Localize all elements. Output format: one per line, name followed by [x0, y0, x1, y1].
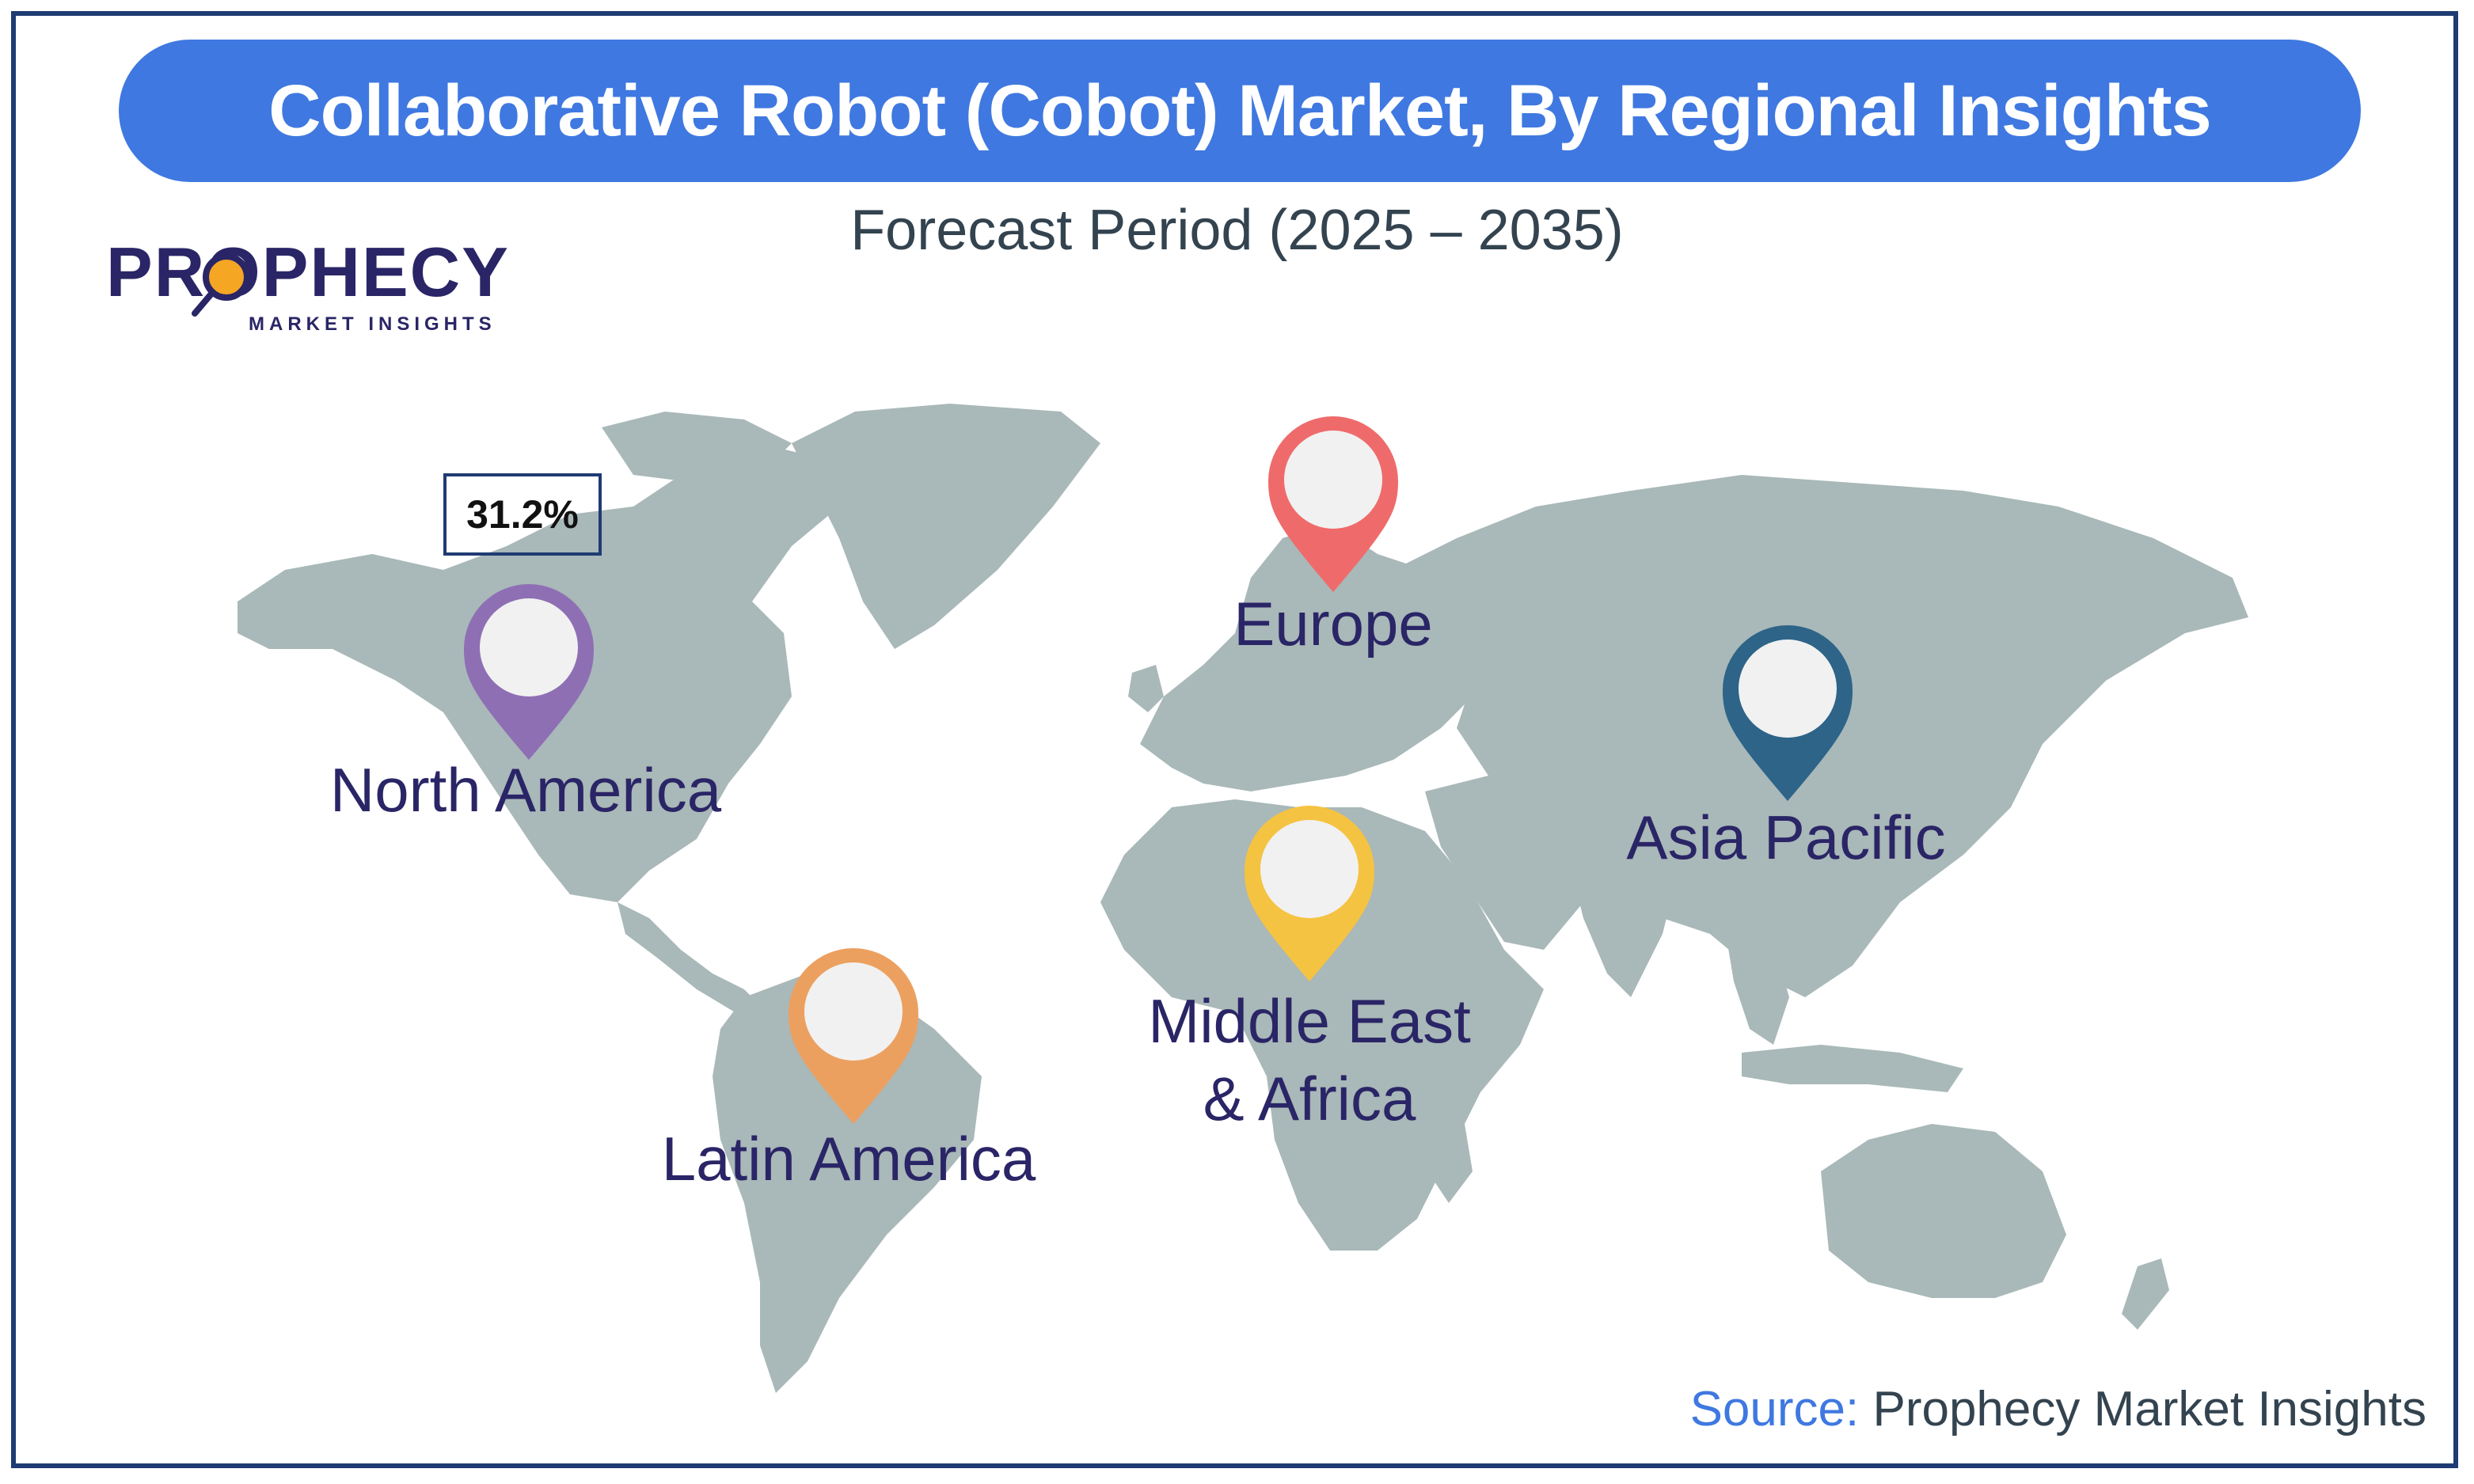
region-label-europe: Europe [1233, 589, 1433, 659]
land-europe [1140, 522, 1488, 791]
land-arctic-islands [602, 412, 792, 483]
pin-north-america [464, 584, 594, 760]
source-credit: Source: Prophecy Market Insights [1690, 1381, 2426, 1437]
title-bar: Collaborative Robot (Cobot) Market, By R… [119, 40, 2361, 182]
region-label-middle-east-africa: Middle East & Africa [1148, 983, 1471, 1137]
region-label-latin-america: Latin America [661, 1124, 1036, 1194]
pin-asia-pacific [1723, 625, 1853, 801]
land-british-isles [1128, 665, 1164, 712]
logo-tagline: MARKET INSIGHTS [249, 313, 496, 335]
page-title: Collaborative Robot (Cobot) Market, By R… [268, 70, 2212, 151]
land-indonesia [1742, 1045, 1963, 1092]
land-middle-east [1425, 776, 1599, 950]
logo: PROPHECY MARKET INSIGHTS [106, 237, 518, 340]
logo-wordmark: PROPHECY [106, 233, 510, 311]
land-southeast-asia [1726, 934, 1789, 1045]
source-text: Prophecy Market Insights [1872, 1382, 2426, 1437]
land-japan [1940, 744, 1995, 839]
pin-latin-america [789, 948, 918, 1124]
land-africa [1100, 799, 1544, 1251]
land-greenland [792, 404, 1100, 649]
region-label-mea-line2: & Africa [1203, 1063, 1416, 1133]
region-label-asia-pacific: Asia Pacific [1626, 803, 1946, 872]
land-central-america [618, 902, 760, 1013]
north-america-share-callout: 31.2% [443, 473, 602, 556]
source-label: Source: [1689, 1382, 1860, 1437]
pin-europe [1268, 416, 1398, 592]
region-label-north-america: North America [329, 755, 722, 825]
land-india [1568, 839, 1678, 997]
subtitle: Forecast Period (2025 – 2035) [850, 199, 1624, 262]
land-new-zealand [2122, 1258, 2169, 1330]
land-south-america [713, 974, 982, 1393]
pin-middle-east-africa [1245, 806, 1374, 981]
land-madagascar [1433, 1124, 1473, 1203]
logo-magnifier-icon [192, 253, 250, 317]
region-label-mea-line1: Middle East [1148, 986, 1471, 1056]
land-australia [1821, 1124, 2066, 1298]
